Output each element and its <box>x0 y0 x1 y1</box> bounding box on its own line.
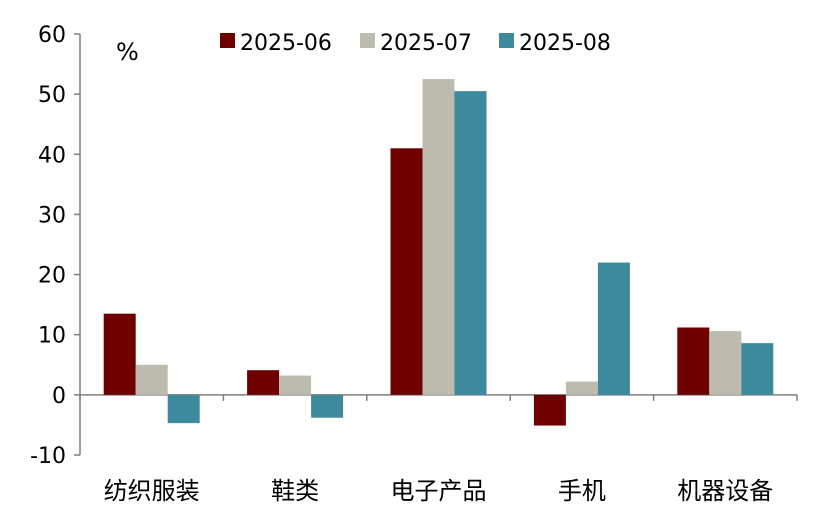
y-tick-label: -10 <box>30 444 66 469</box>
bar-2025-07-纺织服装 <box>135 364 168 395</box>
x-category-label: 鞋类 <box>271 477 319 505</box>
bar-2025-06-纺织服装 <box>103 313 136 395</box>
bar-2025-06-电子产品 <box>390 148 423 395</box>
legend-swatch <box>499 33 514 48</box>
y-tick-label: 40 <box>38 143 66 168</box>
y-tick-label: 20 <box>38 264 66 289</box>
bar-2025-07-手机 <box>565 381 598 395</box>
bar-2025-07-机器设备 <box>709 331 742 395</box>
y-tick-label: 50 <box>38 83 66 108</box>
bar-2025-08-手机 <box>597 262 630 395</box>
bar-2025-08-机器设备 <box>741 343 774 395</box>
legend: 2025-06 2025-07 2025-08 <box>220 31 611 56</box>
legend-label: 2025-06 <box>240 31 332 56</box>
y-unit-label: % <box>116 38 139 66</box>
y-tick-label: 30 <box>38 203 66 228</box>
x-category-label: 机器设备 <box>677 477 773 505</box>
y-axis: -10 0 10 20 30 40 50 60 <box>30 23 81 469</box>
x-category-label: 纺织服装 <box>104 477 200 505</box>
bar-2025-07-电子产品 <box>422 79 455 395</box>
bar-2025-06-鞋类 <box>247 370 280 395</box>
y-tick-label: 10 <box>38 324 66 349</box>
y-tick-label: 0 <box>52 384 66 409</box>
bar-2025-08-鞋类 <box>311 394 344 418</box>
legend-label: 2025-07 <box>380 31 472 56</box>
legend-label: 2025-08 <box>519 31 611 56</box>
legend-swatch <box>220 33 235 48</box>
bar-2025-07-鞋类 <box>279 375 312 395</box>
legend-swatch <box>360 33 375 48</box>
bar-2025-06-机器设备 <box>677 327 710 395</box>
x-axis: 纺织服装 鞋类 电子产品 手机 机器设备 <box>79 394 798 505</box>
bar-2025-08-纺织服装 <box>167 394 200 424</box>
y-tick-label: 60 <box>38 23 66 48</box>
x-category-label: 手机 <box>558 477 606 505</box>
bars <box>103 79 774 426</box>
x-category-label: 电子产品 <box>391 477 487 505</box>
bar-2025-08-电子产品 <box>454 91 487 395</box>
bar-2025-06-手机 <box>533 394 566 426</box>
